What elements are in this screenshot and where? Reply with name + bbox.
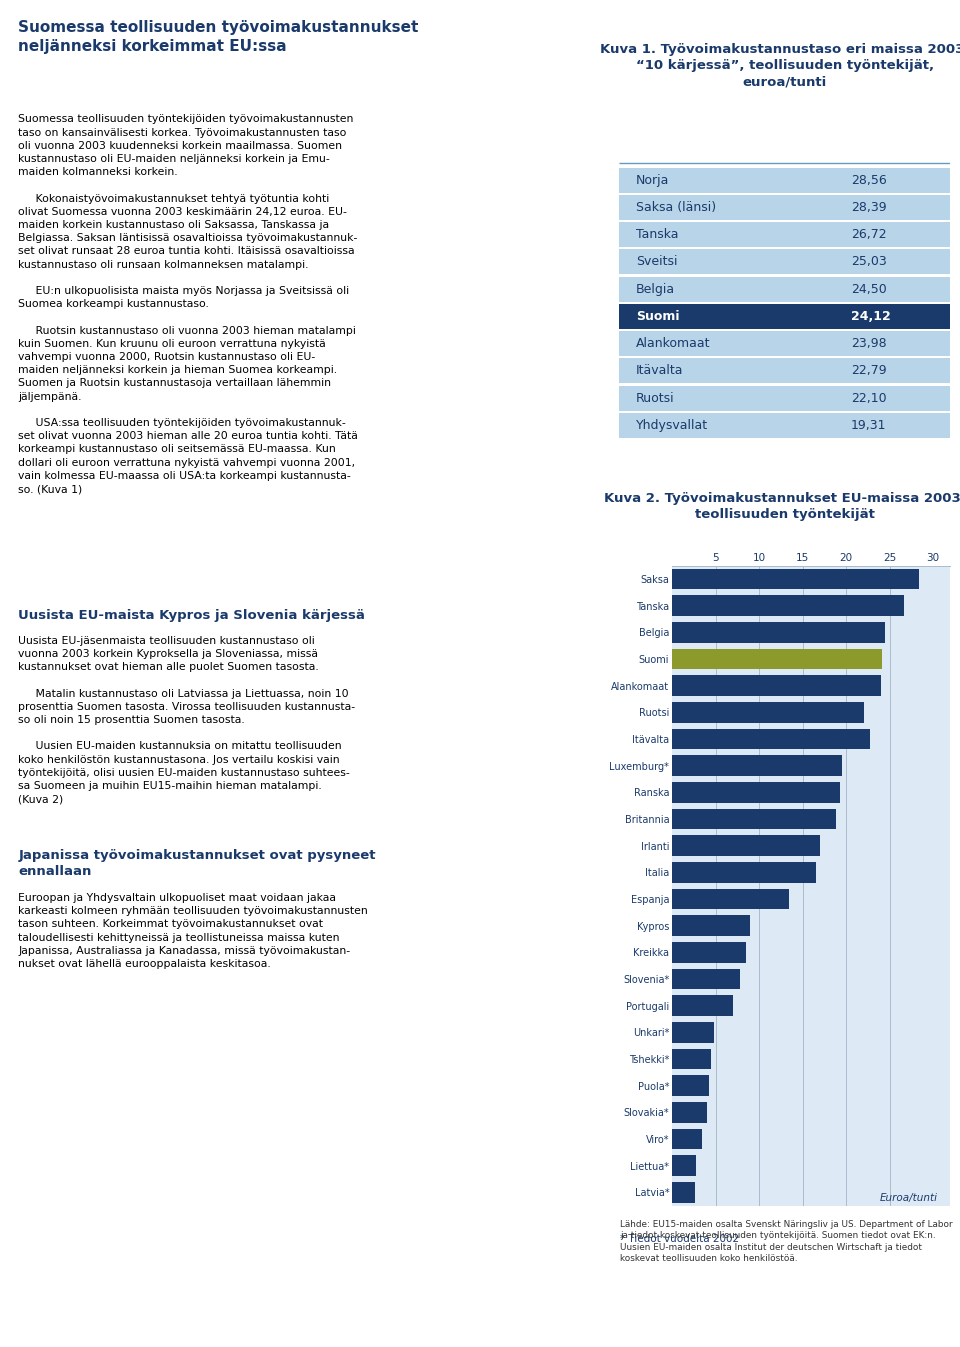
Bar — [619, 358, 950, 384]
Bar — [672, 1156, 696, 1176]
Text: 24,50: 24,50 — [851, 283, 887, 295]
Bar — [619, 414, 950, 438]
Bar — [672, 1022, 713, 1043]
Text: Euroopan ja Yhdysvaltain ulkopuoliset maat voidaan jakaa
karkeasti kolmeen ryhmä: Euroopan ja Yhdysvaltain ulkopuoliset ma… — [18, 893, 368, 968]
Text: * Tiedot vuodelta 2002: * Tiedot vuodelta 2002 — [620, 1234, 739, 1245]
Text: Tanska: Tanska — [636, 228, 679, 241]
Bar — [619, 276, 950, 302]
Text: Suomessa teollisuuden työntekijöiden työvoimakustannusten
taso on kansainvälises: Suomessa teollisuuden työntekijöiden työ… — [18, 114, 358, 508]
Text: 28,39: 28,39 — [851, 201, 887, 214]
Text: 22,79: 22,79 — [851, 365, 887, 377]
Bar — [672, 675, 880, 696]
Bar — [672, 622, 885, 643]
Bar — [672, 568, 919, 590]
Bar — [672, 1181, 695, 1203]
Bar — [672, 1129, 703, 1149]
Text: Saksa (länsi): Saksa (länsi) — [636, 201, 716, 214]
Text: 19,31: 19,31 — [851, 419, 886, 432]
Text: Ruotsi: Ruotsi — [636, 392, 674, 404]
Text: Euroa/tunti: Euroa/tunti — [879, 1192, 937, 1203]
Bar — [672, 835, 820, 857]
Bar — [619, 167, 950, 193]
Text: Uusista EU-maista Kypros ja Slovenia kärjessä: Uusista EU-maista Kypros ja Slovenia kär… — [18, 609, 365, 622]
Bar — [672, 862, 816, 882]
Text: Suomessa teollisuuden työvoimakustannukset
neljänneksi korkeimmat EU:ssa: Suomessa teollisuuden työvoimakustannuks… — [18, 20, 419, 54]
Bar — [672, 995, 732, 1016]
Text: Kuva 1. Työvoimakustannustaso eri maissa 2003,
“10 kärjessä”, teollisuuden työnt: Kuva 1. Työvoimakustannustaso eri maissa… — [600, 43, 960, 89]
Bar — [672, 1075, 709, 1096]
Bar — [619, 385, 950, 411]
Bar — [672, 702, 864, 723]
Bar — [672, 595, 904, 616]
Text: 25,03: 25,03 — [851, 256, 887, 268]
Text: 8    Elinkeinoelämän keskusliitto EK  |  Suomen työmarkkinat 2004  |  Syyskuu 20: 8 Elinkeinoelämän keskusliitto EK | Suom… — [233, 1315, 727, 1328]
Bar — [672, 729, 871, 749]
Bar — [619, 331, 950, 356]
Text: 23,98: 23,98 — [851, 337, 887, 350]
Bar — [672, 915, 751, 936]
Text: Belgia: Belgia — [636, 283, 675, 295]
Text: Japanissa työvoimakustannukset ovat pysyneet
ennallaan: Japanissa työvoimakustannukset ovat pysy… — [18, 849, 375, 878]
Bar — [672, 808, 835, 830]
Bar — [672, 1048, 711, 1070]
Bar — [672, 783, 840, 803]
Text: Yhdysvallat: Yhdysvallat — [636, 419, 708, 432]
Bar — [672, 649, 882, 669]
Text: 22,10: 22,10 — [851, 392, 887, 404]
Text: Norja: Norja — [636, 174, 669, 187]
Text: Alankomaat: Alankomaat — [636, 337, 710, 350]
Bar — [619, 249, 950, 275]
Text: Lähde: EU15-maiden osalta Svenskt Näringsliv ja US. Department of Labor
ja tiedo: Lähde: EU15-maiden osalta Svenskt Näring… — [620, 1220, 952, 1263]
Text: Kuva 2. Työvoimakustannukset EU-maissa 2003,
teollisuuden työntekijät: Kuva 2. Työvoimakustannukset EU-maissa 2… — [604, 492, 960, 521]
Text: 28,56: 28,56 — [851, 174, 887, 187]
Text: Sveitsi: Sveitsi — [636, 256, 677, 268]
Bar — [672, 942, 746, 963]
Text: 24,12: 24,12 — [851, 310, 891, 323]
Text: Itävalta: Itävalta — [636, 365, 684, 377]
Text: Suomi: Suomi — [636, 310, 680, 323]
Bar — [619, 195, 950, 220]
Text: Uusista EU-jäsenmaista teollisuuden kustannustaso oli
vuonna 2003 korkein Kyprok: Uusista EU-jäsenmaista teollisuuden kust… — [18, 636, 355, 818]
Text: 26,72: 26,72 — [851, 228, 887, 241]
Bar — [672, 1102, 707, 1122]
Bar — [619, 222, 950, 247]
Bar — [619, 304, 950, 329]
Bar — [672, 968, 740, 989]
Bar — [672, 756, 842, 776]
Bar — [672, 889, 789, 909]
